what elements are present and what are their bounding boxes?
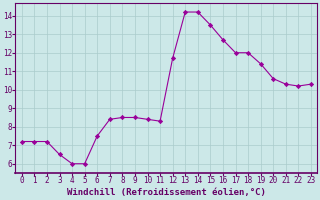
- X-axis label: Windchill (Refroidissement éolien,°C): Windchill (Refroidissement éolien,°C): [67, 188, 266, 197]
